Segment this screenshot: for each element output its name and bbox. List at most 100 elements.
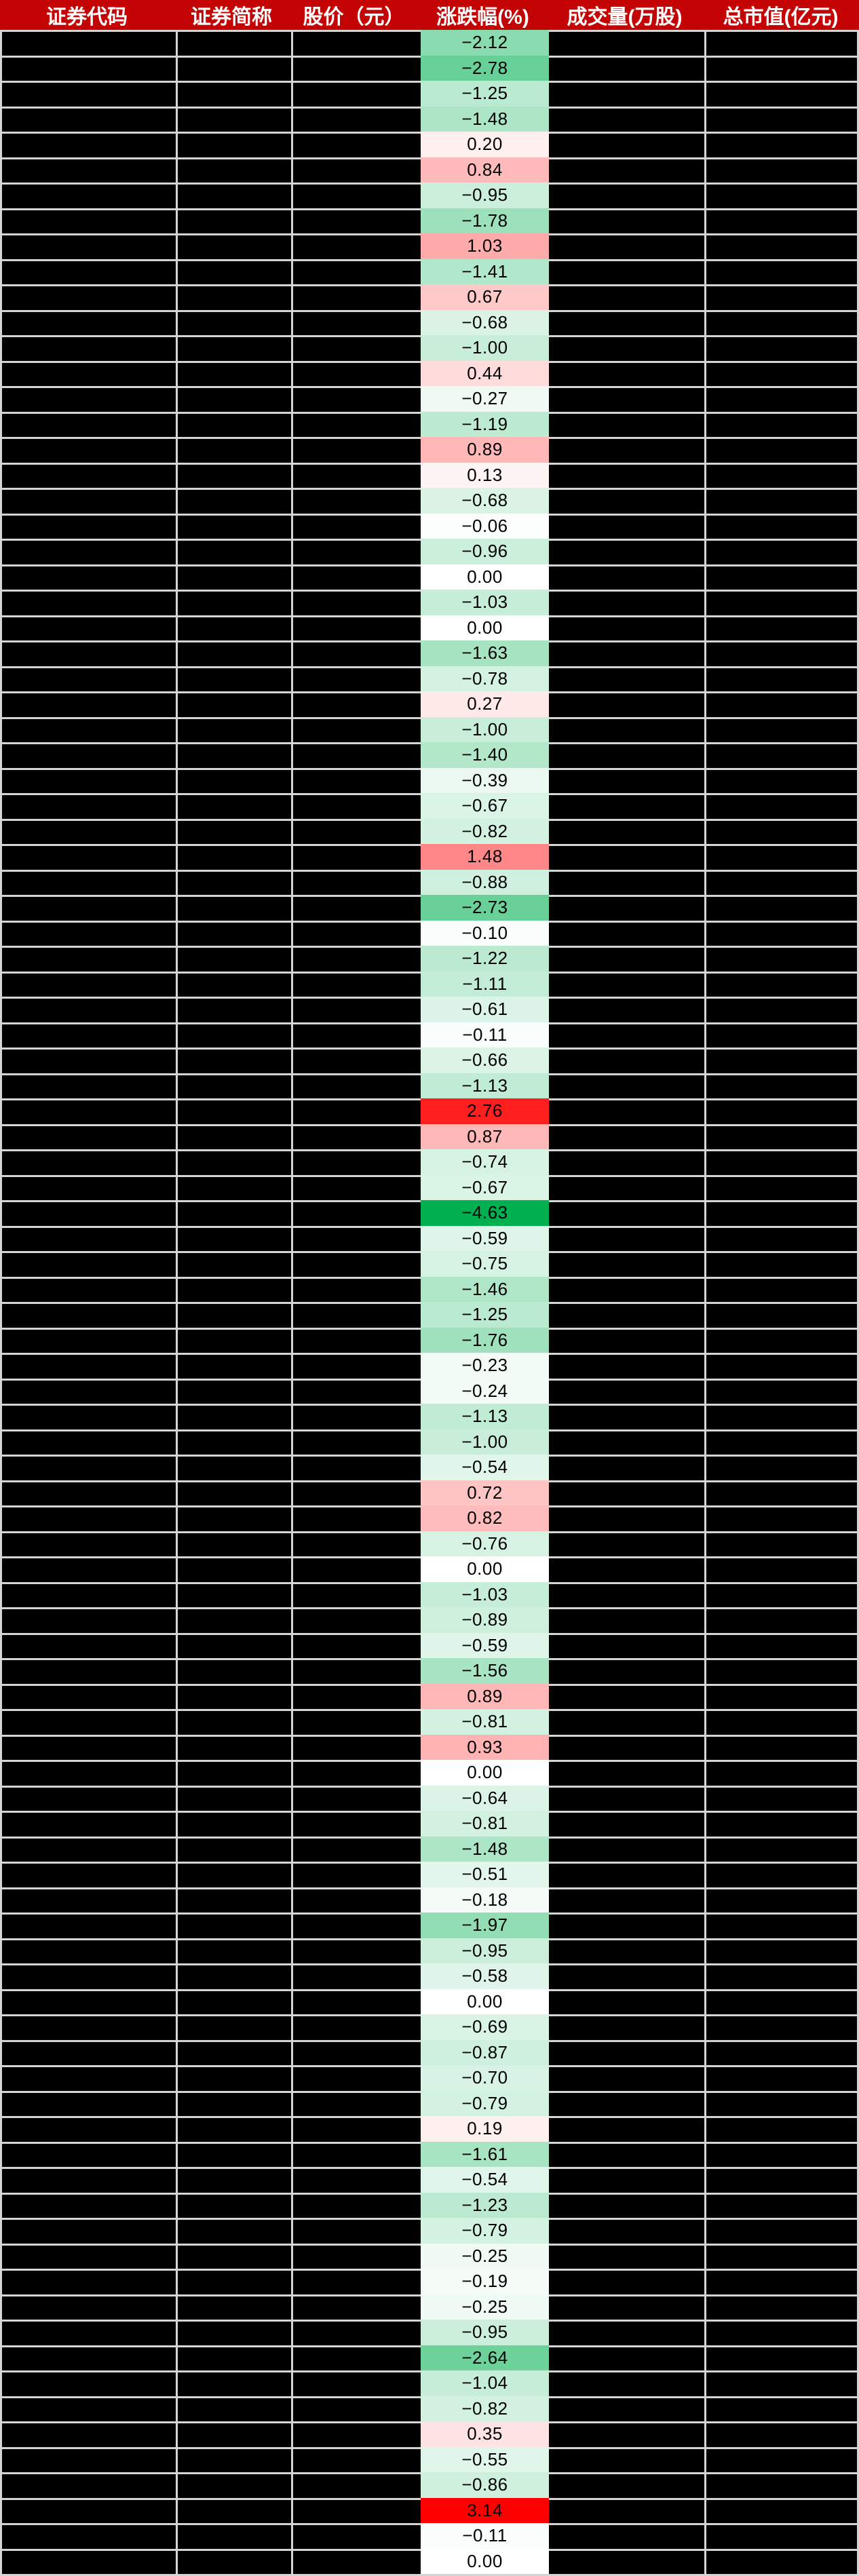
pct-change-cell[interactable]: 1.03 [421,233,549,259]
redacted-cell-market_cap[interactable] [704,1149,857,1175]
pct-change-cell[interactable]: −1.25 [421,1302,549,1328]
column-header-pct_change[interactable]: 涨跌幅(%) [436,6,529,28]
pct-change-cell[interactable]: −0.27 [421,386,549,412]
redacted-cell-volume[interactable] [549,1760,704,1786]
redacted-cell-code[interactable] [2,1632,176,1658]
redacted-cell-market_cap[interactable] [704,2039,857,2065]
redacted-cell-code[interactable] [2,1455,176,1480]
redacted-cell-code[interactable] [2,1302,176,1328]
redacted-cell-name[interactable] [176,1836,291,1862]
redacted-cell-price[interactable] [291,564,421,590]
redacted-cell-code[interactable] [2,818,176,844]
redacted-cell-market_cap[interactable] [704,1200,857,1226]
redacted-cell-market_cap[interactable] [704,335,857,361]
redacted-cell-volume[interactable] [549,1938,704,1963]
redacted-cell-market_cap[interactable] [704,1123,857,1149]
redacted-cell-volume[interactable] [549,1174,704,1200]
pct-change-cell[interactable]: −0.54 [421,1455,549,1480]
pct-change-cell[interactable]: −1.03 [421,1581,549,1607]
redacted-cell-code[interactable] [2,1556,176,1582]
redacted-cell-name[interactable] [176,1531,291,1556]
redacted-cell-market_cap[interactable] [704,2548,857,2574]
redacted-cell-market_cap[interactable] [704,920,857,946]
pct-change-cell[interactable]: −1.76 [421,1327,549,1353]
redacted-cell-code[interactable] [2,1785,176,1811]
redacted-cell-name[interactable] [176,106,291,132]
redacted-cell-name[interactable] [176,513,291,539]
redacted-cell-name[interactable] [176,386,291,412]
redacted-cell-volume[interactable] [549,208,704,233]
redacted-cell-name[interactable] [176,971,291,997]
redacted-cell-name[interactable] [176,2269,291,2294]
pct-change-cell[interactable]: −0.78 [421,666,549,691]
redacted-cell-code[interactable] [2,258,176,284]
redacted-cell-code[interactable] [2,233,176,259]
redacted-cell-code[interactable] [2,386,176,412]
redacted-cell-volume[interactable] [549,640,704,666]
redacted-cell-code[interactable] [2,1098,176,1124]
redacted-cell-price[interactable] [291,81,421,107]
redacted-cell-volume[interactable] [549,411,704,437]
redacted-cell-volume[interactable] [549,81,704,107]
redacted-cell-volume[interactable] [549,1607,704,1633]
redacted-cell-code[interactable] [2,971,176,997]
redacted-cell-name[interactable] [176,1632,291,1658]
redacted-cell-market_cap[interactable] [704,640,857,666]
redacted-cell-market_cap[interactable] [704,742,857,768]
redacted-cell-price[interactable] [291,2320,421,2345]
redacted-cell-name[interactable] [176,2548,291,2574]
pct-change-cell[interactable]: −0.64 [421,1785,549,1811]
redacted-cell-volume[interactable] [549,920,704,946]
pct-change-cell[interactable]: −1.23 [421,2192,549,2218]
redacted-cell-price[interactable] [291,208,421,233]
redacted-cell-name[interactable] [176,895,291,921]
pct-change-cell[interactable]: −0.55 [421,2446,549,2472]
redacted-cell-volume[interactable] [549,818,704,844]
redacted-cell-volume[interactable] [549,360,704,386]
redacted-cell-market_cap[interactable] [704,2294,857,2320]
redacted-cell-name[interactable] [176,2167,291,2193]
pct-change-cell[interactable]: −0.95 [421,2320,549,2345]
redacted-cell-price[interactable] [291,411,421,437]
redacted-cell-name[interactable] [176,2218,291,2244]
redacted-cell-code[interactable] [2,132,176,157]
redacted-cell-code[interactable] [2,895,176,921]
redacted-cell-price[interactable] [291,2218,421,2244]
redacted-cell-name[interactable] [176,1811,291,1837]
redacted-cell-price[interactable] [291,615,421,640]
redacted-cell-market_cap[interactable] [704,1505,857,1531]
redacted-cell-volume[interactable] [549,1734,704,1760]
redacted-cell-code[interactable] [2,81,176,107]
redacted-cell-volume[interactable] [549,2141,704,2167]
pct-change-cell[interactable]: −0.39 [421,767,549,793]
redacted-cell-name[interactable] [176,1785,291,1811]
redacted-cell-market_cap[interactable] [704,1327,857,1353]
redacted-cell-market_cap[interactable] [704,309,857,335]
pct-change-cell[interactable]: −1.00 [421,1429,549,1455]
redacted-cell-price[interactable] [291,1862,421,1887]
redacted-cell-volume[interactable] [549,869,704,895]
redacted-cell-code[interactable] [2,335,176,361]
redacted-cell-name[interactable] [176,1734,291,1760]
redacted-cell-price[interactable] [291,2167,421,2193]
redacted-cell-price[interactable] [291,2014,421,2040]
redacted-cell-market_cap[interactable] [704,666,857,691]
pct-change-cell[interactable]: −1.97 [421,1912,549,1938]
redacted-cell-code[interactable] [2,2141,176,2167]
pct-change-cell[interactable]: 0.89 [421,437,549,463]
redacted-cell-code[interactable] [2,1963,176,1989]
redacted-cell-price[interactable] [291,1836,421,1862]
redacted-cell-code[interactable] [2,462,176,488]
redacted-cell-name[interactable] [176,1225,291,1251]
pct-change-cell[interactable]: 0.93 [421,1734,549,1760]
redacted-cell-volume[interactable] [549,2497,704,2523]
redacted-cell-volume[interactable] [549,742,704,768]
redacted-cell-market_cap[interactable] [704,437,857,463]
pct-change-cell[interactable]: −1.56 [421,1658,549,1684]
redacted-cell-name[interactable] [176,1658,291,1684]
redacted-cell-market_cap[interactable] [704,1276,857,1302]
pct-change-cell[interactable]: −1.25 [421,81,549,107]
redacted-cell-volume[interactable] [549,2039,704,2065]
redacted-cell-code[interactable] [2,1887,176,1912]
redacted-cell-name[interactable] [176,1429,291,1455]
